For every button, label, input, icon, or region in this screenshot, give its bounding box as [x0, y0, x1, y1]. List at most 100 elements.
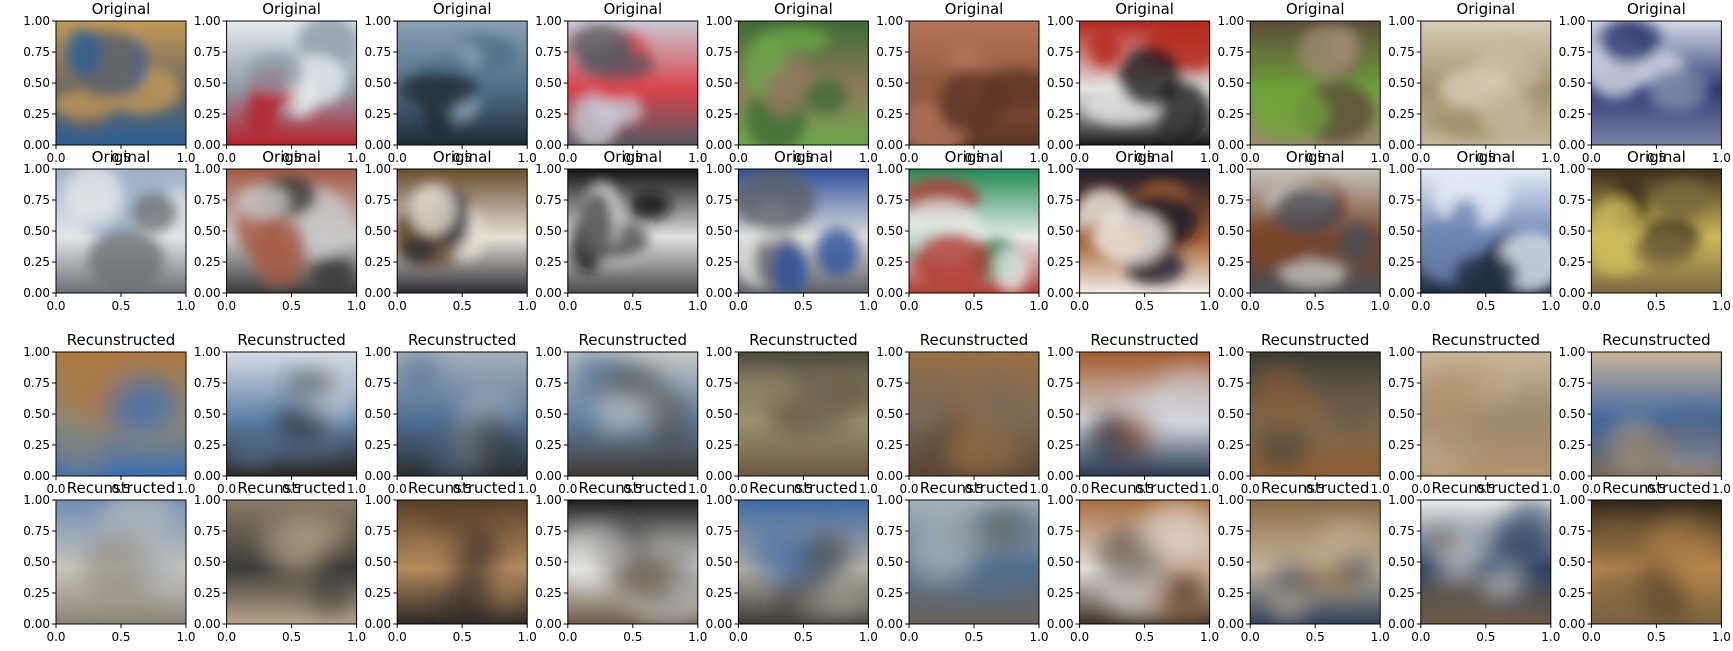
y-axis: 0.00 0.25 0.50 0.75 1.00 — [194, 345, 227, 483]
y-tick-label: 0.75 — [535, 45, 562, 59]
x-tick-label: 0.5 — [453, 151, 472, 165]
x-tick-label: 0.0 — [388, 151, 407, 165]
x-tick-label: 0.0 — [46, 630, 65, 644]
y-tick-label: 1.00 — [1047, 162, 1074, 176]
image-content — [1079, 352, 1210, 476]
y-tick-label: 1.00 — [194, 493, 221, 507]
y-tick-label: 0.25 — [1217, 107, 1244, 121]
y-tick-label: 0.50 — [194, 224, 221, 238]
y-tick-label: 0.25 — [1559, 438, 1586, 452]
y-tick-label: 1.00 — [1559, 345, 1586, 359]
subplot-title: Recunstructed — [67, 479, 176, 497]
y-axis: 0.00 0.25 0.50 0.75 1.00 — [706, 162, 739, 300]
y-tick-label: 0.00 — [364, 469, 391, 483]
image-content — [1079, 21, 1210, 145]
x-tick-label: 0.0 — [729, 630, 748, 644]
x-tick-label: 1.0 — [347, 299, 366, 313]
x-tick-label: 0.0 — [388, 299, 407, 313]
subplot-title: Recunstructed — [237, 331, 346, 349]
x-tick-label: 0.5 — [1306, 299, 1325, 313]
subplot-title: Recunstructed — [1090, 331, 1199, 349]
y-tick-label: 0.00 — [194, 138, 221, 152]
y-tick-label: 1.00 — [1047, 14, 1074, 28]
x-tick-label: 0.5 — [1306, 151, 1325, 165]
x-axis: 0.0 0.5 1.0 — [729, 145, 878, 165]
subplot-title: Original — [774, 0, 833, 18]
x-tick-label: 0.0 — [46, 299, 65, 313]
subplot-title: Recunstructed — [579, 479, 688, 497]
y-tick-label: 1.00 — [706, 493, 733, 507]
y-tick-label: 0.25 — [194, 255, 221, 269]
image-content — [1420, 21, 1551, 145]
image-content — [56, 21, 186, 145]
image-content — [1420, 169, 1551, 293]
x-axis: 0.0 0.5 1.0 — [1411, 624, 1560, 644]
y-tick-label: 0.50 — [1559, 224, 1586, 238]
x-tick-label: 0.0 — [558, 630, 577, 644]
x-tick-label: 0.0 — [1241, 630, 1260, 644]
x-tick-label: 0.5 — [282, 630, 301, 644]
y-tick-label: 0.25 — [1217, 255, 1244, 269]
x-tick-label: 0.0 — [1582, 299, 1601, 313]
y-tick-label: 0.75 — [1559, 376, 1586, 390]
y-tick-label: 1.00 — [1217, 14, 1244, 28]
y-tick-label: 1.00 — [706, 345, 733, 359]
y-tick-label: 1.00 — [1559, 493, 1586, 507]
y-tick-label: 1.00 — [876, 14, 903, 28]
x-tick-label: 1.0 — [859, 630, 878, 644]
y-tick-label: 0.25 — [876, 107, 903, 121]
y-tick-label: 0.00 — [194, 469, 221, 483]
x-axis: 0.0 0.5 1.0 — [1070, 293, 1219, 313]
y-tick-label: 0.50 — [23, 76, 50, 90]
y-tick-label: 0.00 — [1388, 617, 1415, 631]
y-axis: 0.00 0.25 0.50 0.75 1.00 — [364, 162, 398, 300]
y-tick-label: 0.50 — [1559, 407, 1586, 421]
x-tick-label: 0.5 — [453, 630, 472, 644]
x-axis: 0.0 0.5 1.0 — [558, 293, 707, 313]
x-tick-label: 0.5 — [282, 299, 301, 313]
y-tick-label: 0.50 — [706, 407, 733, 421]
y-tick-label: 0.25 — [1217, 438, 1244, 452]
y-tick-label: 0.50 — [364, 224, 391, 238]
y-tick-label: 0.25 — [876, 255, 903, 269]
y-tick-label: 0.75 — [1047, 193, 1074, 207]
y-tick-label: 0.50 — [876, 407, 903, 421]
y-tick-label: 0.25 — [364, 586, 391, 600]
y-tick-label: 0.00 — [1217, 469, 1244, 483]
y-tick-label: 0.25 — [194, 586, 221, 600]
y-axis: 0.00 0.25 0.50 0.75 1.00 — [876, 345, 909, 483]
x-tick-label: 1.0 — [688, 630, 707, 644]
x-tick-label: 0.5 — [111, 482, 130, 496]
x-tick-label: 0.5 — [794, 299, 813, 313]
image-content — [226, 352, 357, 476]
y-tick-label: 1.00 — [23, 345, 50, 359]
y-tick-label: 0.50 — [1388, 555, 1415, 569]
x-tick-label: 0.5 — [282, 151, 301, 165]
x-tick-label: 1.0 — [1200, 482, 1219, 496]
y-tick-label: 0.00 — [535, 617, 562, 631]
x-tick-label: 0.0 — [729, 299, 748, 313]
image-content — [56, 169, 186, 293]
x-tick-label: 0.0 — [217, 482, 236, 496]
x-tick-label: 1.0 — [347, 151, 366, 165]
y-tick-label: 0.25 — [535, 255, 562, 269]
y-axis: 0.00 0.25 0.50 0.75 1.00 — [23, 14, 56, 152]
y-axis: 0.00 0.25 0.50 0.75 1.00 — [1047, 493, 1080, 631]
x-axis: 0.0 0.5 1.0 — [388, 476, 537, 496]
subplot-title: Original — [774, 148, 833, 166]
y-tick-label: 0.00 — [1217, 286, 1244, 300]
y-tick-label: 1.00 — [364, 162, 391, 176]
y-tick-label: 1.00 — [364, 345, 391, 359]
x-tick-label: 0.0 — [1582, 630, 1601, 644]
y-tick-label: 0.75 — [1217, 45, 1244, 59]
